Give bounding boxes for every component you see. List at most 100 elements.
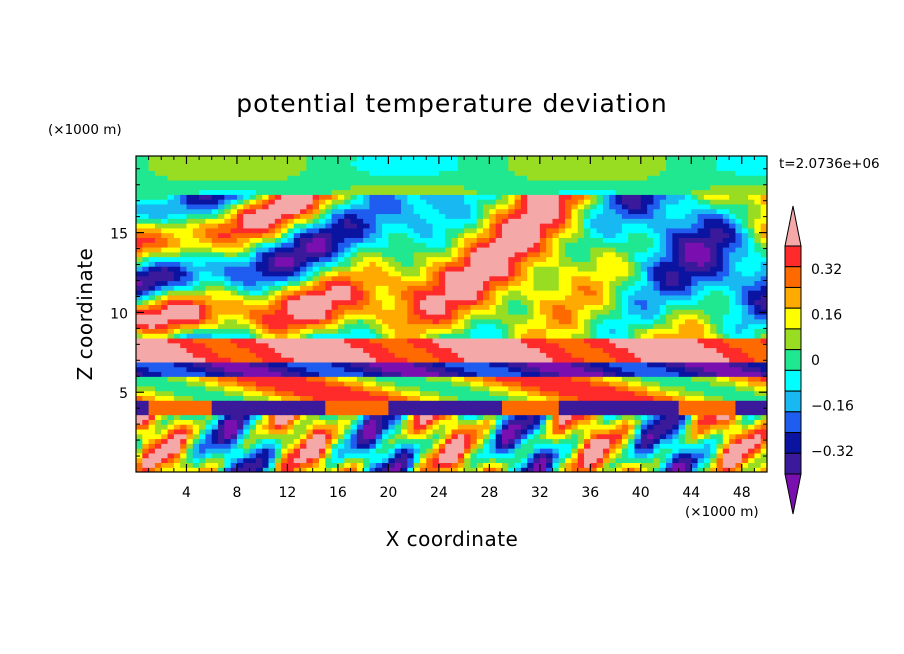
- heatmap-cell: [495, 357, 503, 363]
- heatmap-cell: [344, 395, 352, 401]
- heatmap-cell: [457, 385, 465, 392]
- heatmap-cell: [621, 457, 629, 464]
- heatmap-cell: [432, 462, 440, 468]
- heatmap-cell: [173, 433, 181, 440]
- heatmap-cell: [236, 443, 244, 449]
- heatmap-cell: [520, 376, 528, 382]
- heatmap-cell: [748, 256, 755, 262]
- heatmap-cell: [331, 342, 339, 349]
- heatmap-cell: [577, 414, 585, 420]
- heatmap-cell: [741, 414, 749, 420]
- heatmap-cell: [659, 318, 667, 325]
- heatmap-cell: [344, 443, 352, 449]
- heatmap-cell: [281, 361, 289, 368]
- heatmap-cell: [710, 304, 718, 310]
- heatmap-cell: [224, 275, 232, 282]
- heatmap-cell: [672, 467, 680, 472]
- heatmap-cell: [533, 266, 541, 272]
- heatmap-cell: [249, 314, 257, 320]
- heatmap-cell: [268, 304, 276, 310]
- heatmap-cell: [571, 304, 579, 310]
- heatmap-cell: [754, 304, 762, 310]
- heatmap-cell: [470, 246, 478, 253]
- heatmap-cell: [514, 462, 522, 468]
- heatmap-cell: [173, 285, 181, 291]
- heatmap-cell: [199, 414, 207, 420]
- heatmap-cell: [760, 270, 767, 277]
- heatmap-cell: [281, 395, 289, 401]
- heatmap-cell: [249, 237, 257, 243]
- heatmap-cell: [565, 457, 572, 464]
- heatmap-cell: [647, 433, 655, 440]
- heatmap-cell: [546, 314, 554, 320]
- heatmap-field: [136, 156, 767, 472]
- heatmap-cell: [218, 242, 225, 248]
- heatmap-cell: [192, 256, 200, 262]
- heatmap-cell: [154, 357, 162, 363]
- heatmap-cell: [218, 261, 225, 267]
- heatmap-cell: [621, 390, 629, 396]
- heatmap-cell: [154, 242, 162, 248]
- heatmap-cell: [647, 424, 655, 430]
- heatmap-cell: [666, 328, 673, 334]
- heatmap-cell: [382, 395, 389, 401]
- heatmap-cell: [173, 337, 181, 344]
- heatmap-cell: [401, 323, 408, 329]
- heatmap-cell: [445, 433, 453, 440]
- heatmap-cell: [136, 299, 143, 306]
- heatmap-cell: [136, 462, 143, 468]
- heatmap-cell: [268, 376, 276, 382]
- heatmap-cell: [236, 275, 244, 282]
- heatmap-cell: [426, 361, 434, 368]
- heatmap-cell: [173, 347, 181, 353]
- heatmap-cell: [520, 404, 528, 411]
- heatmap-cell: [672, 361, 680, 368]
- heatmap-cell: [281, 256, 289, 262]
- heatmap-cell: [615, 376, 623, 382]
- heatmap-cell: [243, 246, 251, 253]
- heatmap-cell: [136, 294, 143, 301]
- heatmap-cell: [476, 404, 484, 411]
- heatmap-cell: [186, 433, 194, 440]
- heatmap-cell: [710, 323, 718, 329]
- heatmap-cell: [514, 266, 522, 272]
- heatmap-cell: [527, 285, 535, 291]
- heatmap-cell: [274, 385, 282, 392]
- heatmap-cell: [533, 452, 541, 459]
- heatmap-cell: [609, 457, 617, 464]
- heatmap-cell: [262, 467, 270, 472]
- heatmap-cell: [173, 361, 181, 368]
- heatmap-cell: [180, 467, 188, 472]
- heatmap-cell: [678, 285, 686, 291]
- heatmap-cell: [249, 304, 257, 310]
- heatmap-cell: [432, 290, 440, 296]
- heatmap-cell: [558, 290, 566, 296]
- heatmap-cell: [691, 256, 699, 262]
- heatmap-cell: [173, 266, 181, 272]
- heatmap-cell: [199, 457, 207, 464]
- heatmap-cell: [318, 294, 326, 301]
- heatmap-cell: [154, 400, 162, 406]
- heatmap-cell: [344, 448, 352, 454]
- heatmap-cell: [413, 452, 421, 459]
- heatmap-cell: [628, 404, 636, 411]
- heatmap-cell: [666, 448, 673, 454]
- heatmap-cell: [438, 299, 446, 306]
- heatmap-cell: [470, 457, 478, 464]
- heatmap-cell: [546, 266, 554, 272]
- heatmap-cell: [735, 352, 743, 358]
- heatmap-cell: [312, 443, 320, 449]
- heatmap-cell: [684, 333, 692, 339]
- heatmap-cell: [375, 309, 383, 315]
- heatmap-cell: [218, 371, 225, 377]
- heatmap-cell: [281, 328, 289, 334]
- heatmap-cell: [476, 246, 484, 253]
- heatmap-cell: [584, 285, 591, 291]
- heatmap-cell: [394, 242, 402, 248]
- heatmap-cell: [180, 294, 188, 301]
- heatmap-cell: [218, 462, 225, 468]
- heatmap-cell: [640, 275, 648, 282]
- heatmap-cell: [729, 337, 737, 344]
- heatmap-cell: [520, 299, 528, 306]
- heatmap-cell: [388, 443, 396, 449]
